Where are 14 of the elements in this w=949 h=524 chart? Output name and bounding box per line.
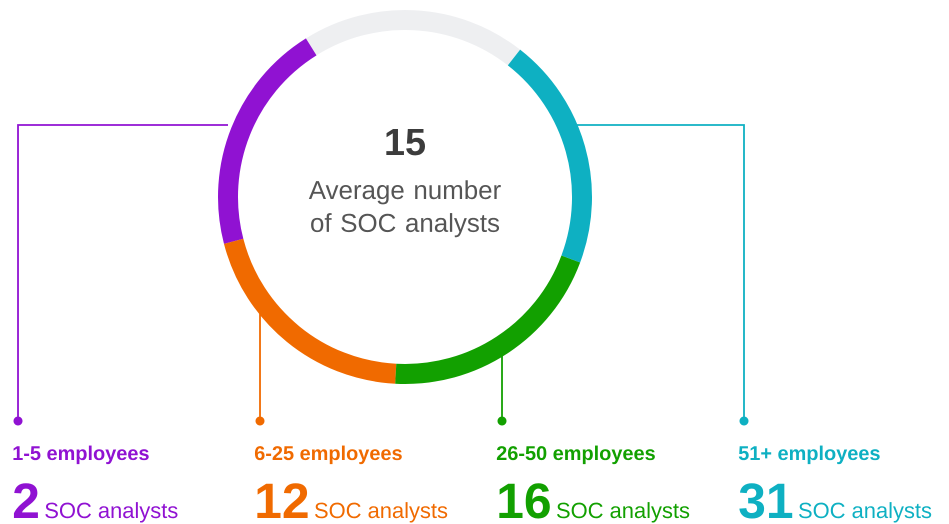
text: SOC analysts	[799, 502, 932, 523]
data-label: 16	[499, 483, 550, 518]
category-label: 6-25 employees	[254, 446, 402, 464]
text: SOC analysts	[315, 502, 448, 523]
data-label: 12	[257, 483, 308, 518]
category-label: 51+ employees	[738, 446, 880, 464]
text: Average number of SOC analysts	[308, 180, 501, 238]
text: 15	[386, 128, 425, 156]
data-label: 31	[739, 483, 792, 519]
text: SOC analysts	[557, 502, 690, 523]
data-label: 2	[14, 483, 38, 518]
category-label: 26-50 employees	[496, 446, 655, 464]
text: SOC analysts	[45, 502, 178, 523]
category-label: 1-5 employees	[13, 446, 149, 464]
